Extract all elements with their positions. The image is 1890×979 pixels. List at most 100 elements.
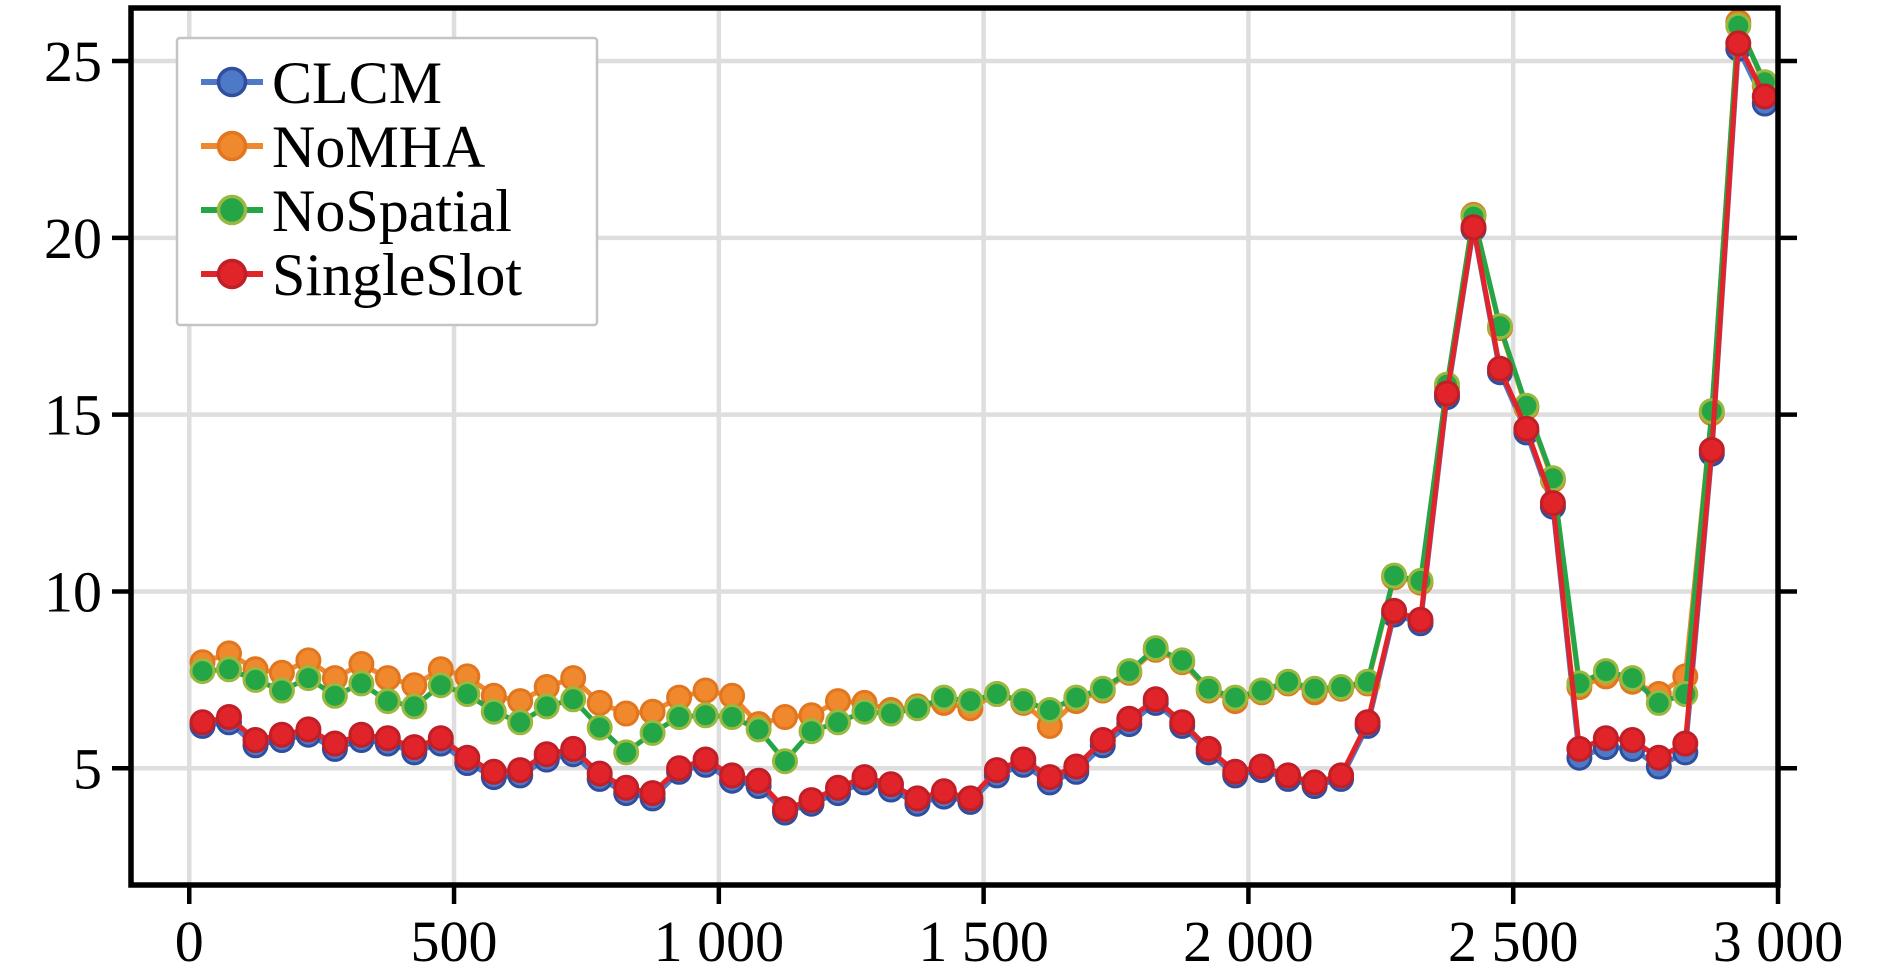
data-point-SingleSlot: [268, 721, 295, 748]
data-point-NoSpatial: [745, 716, 772, 743]
legend-marker-icon: [216, 194, 248, 226]
data-point-NoSpatial: [454, 681, 481, 707]
data-point-NoSpatial: [983, 681, 1010, 707]
data-point-NoSpatial: [480, 698, 507, 725]
legend-item-nospatial: NoSpatial: [201, 178, 512, 244]
data-point-NoSpatial: [1036, 697, 1063, 723]
data-point-SingleSlot: [1116, 705, 1143, 732]
data-point-SingleSlot: [189, 709, 216, 736]
data-point-NoSpatial: [1645, 689, 1672, 716]
x-tick-label: 3 000: [1713, 909, 1844, 974]
data-point-NoSpatial: [348, 670, 375, 697]
data-point-SingleSlot: [321, 730, 348, 757]
data-point-NoMHA: [613, 700, 640, 727]
legend-marker-icon: [216, 66, 248, 98]
data-point-NoSpatial: [904, 695, 931, 722]
data-point-NoSpatial: [268, 677, 295, 704]
data-point-SingleSlot: [1275, 762, 1302, 789]
data-point-NoSpatial: [1672, 681, 1699, 707]
data-point-SingleSlot: [1142, 686, 1169, 713]
legend-label: NoMHA: [272, 114, 485, 180]
data-point-SingleSlot: [1725, 30, 1752, 57]
data-point-NoSpatial: [586, 714, 613, 741]
data-point-SingleSlot: [1460, 214, 1487, 241]
data-point-SingleSlot: [1381, 597, 1408, 624]
data-point-NoSpatial: [1089, 675, 1116, 702]
data-point-NoSpatial: [189, 658, 216, 685]
data-point-NoSpatial: [798, 718, 825, 745]
tick-marks: [112, 58, 1797, 904]
data-point-SingleSlot: [1513, 415, 1540, 442]
data-point-SingleSlot: [745, 767, 772, 794]
data-point-SingleSlot: [639, 780, 666, 807]
legend-item-clcm: CLCM: [201, 50, 442, 116]
data-point-SingleSlot: [1010, 746, 1037, 773]
y-tick-label: 10: [44, 559, 102, 624]
data-point-NoMHA: [560, 665, 587, 692]
data-point-NoSpatial: [1619, 665, 1646, 692]
data-point-NoSpatial: [692, 702, 719, 729]
y-tick-labels: 5 10 15 20 25: [44, 29, 102, 801]
data-point-NoSpatial: [1301, 675, 1328, 702]
data-point-NoSpatial: [613, 739, 640, 766]
data-point-SingleSlot: [878, 771, 904, 798]
data-point-SingleSlot: [1354, 709, 1381, 736]
data-point-NoSpatial: [560, 686, 587, 713]
data-point-NoSpatial: [1592, 658, 1619, 685]
data-point-SingleSlot: [295, 716, 322, 743]
data-point-SingleSlot: [930, 778, 957, 805]
data-point-SingleSlot: [401, 734, 428, 761]
legend-marker-icon: [216, 258, 248, 290]
data-point-SingleSlot: [1434, 380, 1460, 407]
data-point-SingleSlot: [1672, 730, 1699, 757]
legend-label: NoSpatial: [272, 178, 512, 244]
data-point-NoSpatial: [666, 704, 693, 730]
data-point-NoSpatial: [507, 709, 534, 736]
data-point-NoMHA: [825, 688, 851, 715]
data-point-NoSpatial: [719, 704, 746, 730]
data-point-NoMHA: [374, 665, 401, 692]
data-point-SingleSlot: [613, 774, 640, 801]
data-point-NoMHA: [772, 704, 798, 730]
y-tick-label: 5: [73, 736, 102, 801]
x-tick-label: 0: [175, 909, 204, 974]
data-point-NoSpatial: [321, 682, 348, 709]
data-point-NoSpatial: [242, 666, 269, 693]
data-point-NoMHA: [639, 698, 666, 725]
data-point-NoSpatial: [1063, 684, 1090, 711]
data-point-SingleSlot: [772, 796, 798, 822]
data-point-NoMHA: [586, 689, 613, 716]
x-tick-label: 1 000: [654, 909, 785, 974]
data-point-SingleSlot: [1169, 709, 1196, 736]
data-point-NoMHA: [692, 677, 719, 704]
y-tick-label: 25: [44, 29, 102, 94]
data-point-SingleSlot: [560, 735, 587, 762]
data-point-SingleSlot: [1487, 355, 1513, 382]
data-point-SingleSlot: [1751, 83, 1778, 110]
legend-box: [175, 36, 599, 327]
data-point-SingleSlot: [507, 757, 534, 784]
data-point-SingleSlot: [242, 727, 269, 753]
data-point-SingleSlot: [1222, 758, 1249, 785]
legend-item-nomha: NoMHA: [201, 114, 485, 180]
data-point-SingleSlot: [1592, 725, 1619, 752]
data-point-NoSpatial: [957, 688, 984, 715]
data-point-NoSpatial: [1407, 567, 1434, 594]
data-point-SingleSlot: [1619, 727, 1646, 753]
series-SingleSlot: [189, 30, 1778, 822]
plot-frame: [128, 5, 1781, 888]
legend-label: CLCM: [272, 50, 442, 116]
series-NoSpatial: [189, 12, 1778, 775]
data-point-SingleSlot: [1301, 769, 1328, 796]
data-point-NoSpatial: [1116, 658, 1143, 685]
data-point-SingleSlot: [1698, 437, 1725, 463]
data-point-SingleSlot: [825, 774, 851, 801]
data-point-SingleSlot: [666, 755, 693, 782]
data-point-NoSpatial: [639, 719, 666, 746]
data-point-SingleSlot: [1328, 762, 1355, 789]
data-point-NoSpatial: [851, 698, 878, 725]
data-point-SingleSlot: [1089, 727, 1116, 753]
x-tick-label: 2 500: [1448, 909, 1579, 974]
data-point-SingleSlot: [692, 746, 719, 773]
